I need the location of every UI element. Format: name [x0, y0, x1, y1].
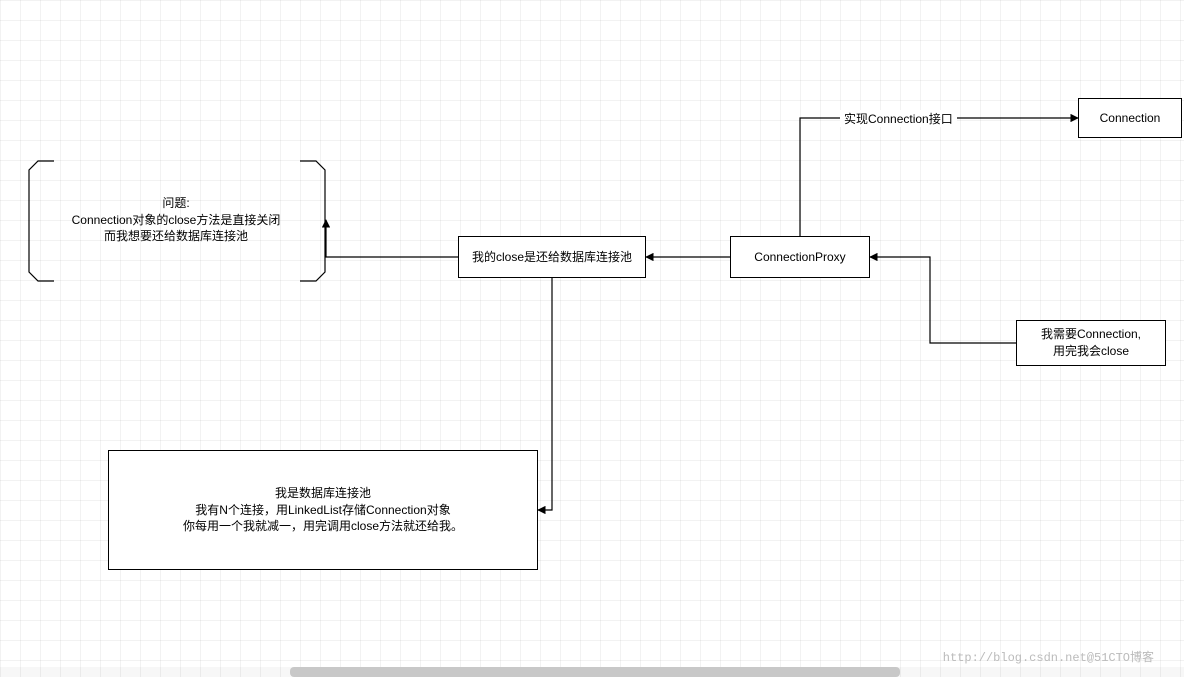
bracket-right — [300, 160, 326, 282]
node-pool-label: 我是数据库连接池我有N个连接，用LinkedList存储Connection对象… — [183, 485, 463, 535]
grid-background — [0, 0, 1184, 677]
node-connection-label: Connection — [1100, 110, 1161, 127]
note-problem-text: 问题:Connection对象的close方法是直接关闭而我想要还给数据库连接池 — [72, 195, 281, 245]
node-connection: Connection — [1078, 98, 1182, 138]
node-proxy-label: ConnectionProxy — [754, 249, 845, 266]
node-connection-proxy: ConnectionProxy — [730, 236, 870, 278]
horizontal-scrollbar[interactable] — [0, 667, 1184, 677]
node-myclose-label: 我的close是还给数据库连接池 — [472, 249, 632, 266]
node-pool: 我是数据库连接池我有N个连接，用LinkedList存储Connection对象… — [108, 450, 538, 570]
node-need-label: 我需要Connection,用完我会close — [1041, 326, 1141, 360]
node-need-connection: 我需要Connection,用完我会close — [1016, 320, 1166, 366]
edge-label-proxy-to-connection: 实现Connection接口 — [840, 110, 957, 127]
scrollbar-thumb[interactable] — [290, 667, 900, 677]
note-problem: 问题:Connection对象的close方法是直接关闭而我想要还给数据库连接池 — [52, 190, 300, 250]
bracket-left — [28, 160, 54, 282]
node-my-close: 我的close是还给数据库连接池 — [458, 236, 646, 278]
